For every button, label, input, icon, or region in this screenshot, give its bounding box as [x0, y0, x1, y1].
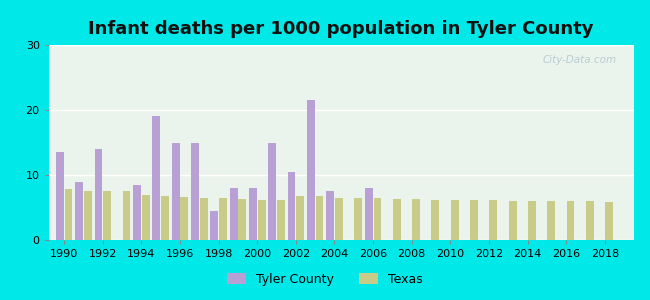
- Bar: [200, 198, 207, 240]
- Bar: [450, 200, 459, 240]
- Bar: [133, 185, 141, 240]
- Bar: [257, 200, 265, 240]
- Bar: [172, 142, 179, 240]
- Bar: [374, 198, 382, 240]
- Bar: [509, 201, 517, 240]
- Bar: [365, 188, 372, 240]
- Bar: [489, 200, 497, 240]
- Bar: [84, 190, 92, 240]
- Bar: [103, 190, 111, 240]
- Bar: [56, 152, 64, 240]
- Bar: [219, 198, 227, 240]
- Bar: [229, 188, 237, 240]
- Bar: [547, 201, 555, 240]
- Bar: [316, 196, 324, 240]
- Bar: [239, 199, 246, 240]
- Bar: [191, 142, 199, 240]
- Bar: [432, 200, 439, 240]
- Bar: [142, 194, 150, 240]
- Title: Infant deaths per 1000 population in Tyler County: Infant deaths per 1000 population in Tyl…: [88, 20, 594, 38]
- Bar: [586, 201, 593, 240]
- Bar: [94, 149, 102, 240]
- Bar: [296, 196, 304, 240]
- Bar: [605, 202, 613, 240]
- Bar: [470, 200, 478, 240]
- Bar: [528, 201, 536, 240]
- Legend: Tyler County, Texas: Tyler County, Texas: [222, 268, 428, 291]
- Bar: [123, 191, 131, 240]
- Bar: [326, 191, 334, 240]
- Bar: [153, 116, 161, 240]
- Bar: [412, 199, 420, 240]
- Bar: [181, 197, 188, 240]
- Bar: [287, 172, 296, 240]
- Bar: [307, 100, 315, 240]
- Bar: [75, 182, 83, 240]
- Text: City-Data.com: City-Data.com: [542, 55, 616, 65]
- Bar: [354, 198, 362, 240]
- Bar: [567, 201, 575, 240]
- Bar: [161, 196, 169, 240]
- Bar: [277, 200, 285, 240]
- Bar: [393, 199, 400, 240]
- Bar: [249, 188, 257, 240]
- Bar: [268, 142, 276, 240]
- Bar: [211, 211, 218, 240]
- Bar: [335, 198, 343, 240]
- Bar: [64, 189, 72, 240]
